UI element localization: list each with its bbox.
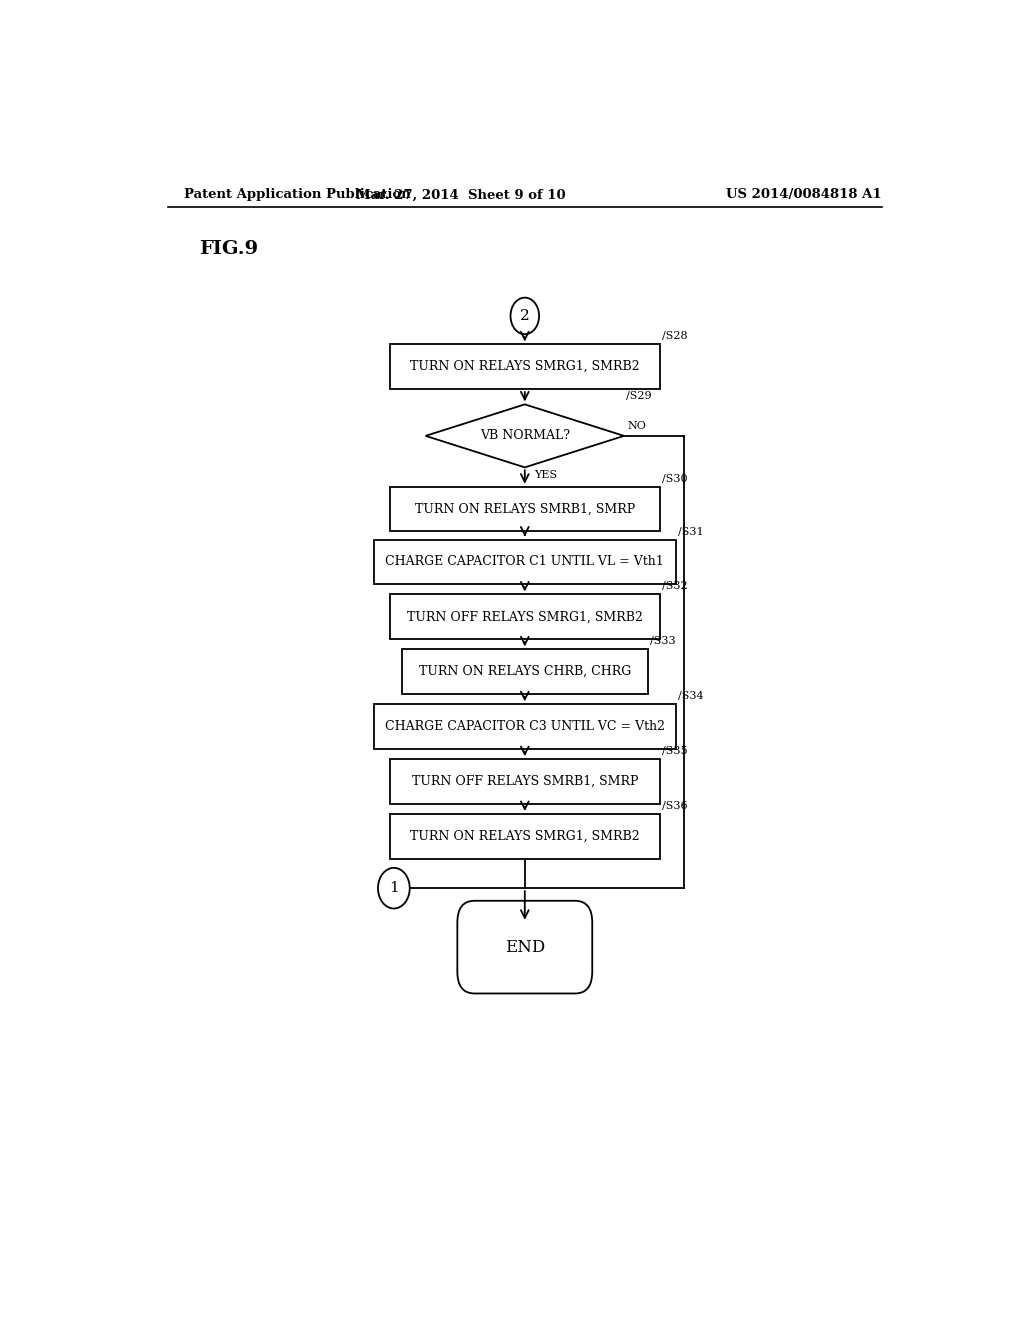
Text: FIG.9: FIG.9	[200, 240, 258, 257]
FancyBboxPatch shape	[390, 759, 659, 804]
Text: 2: 2	[520, 309, 529, 323]
FancyBboxPatch shape	[374, 704, 676, 748]
FancyBboxPatch shape	[374, 540, 676, 585]
FancyBboxPatch shape	[390, 487, 659, 532]
Text: END: END	[505, 939, 545, 956]
Text: ∕S34: ∕S34	[678, 692, 703, 701]
Text: VB NORMAL?: VB NORMAL?	[480, 429, 569, 442]
Text: ∕S36: ∕S36	[663, 801, 688, 810]
Text: ∕S31: ∕S31	[678, 527, 703, 536]
Text: US 2014/0084818 A1: US 2014/0084818 A1	[726, 189, 882, 202]
Text: CHARGE CAPACITOR C1 UNTIL VL = Vth1: CHARGE CAPACITOR C1 UNTIL VL = Vth1	[385, 556, 665, 569]
FancyBboxPatch shape	[401, 649, 648, 694]
Text: NO: NO	[628, 421, 647, 430]
Text: ∕S33: ∕S33	[650, 636, 676, 647]
Text: CHARGE CAPACITOR C3 UNTIL VC = Vth2: CHARGE CAPACITOR C3 UNTIL VC = Vth2	[385, 721, 665, 733]
Text: Patent Application Publication: Patent Application Publication	[183, 189, 411, 202]
Text: TURN ON RELAYS CHRB, CHRG: TURN ON RELAYS CHRB, CHRG	[419, 665, 631, 678]
Polygon shape	[426, 404, 624, 467]
Text: YES: YES	[535, 470, 557, 480]
Text: ∕S32: ∕S32	[663, 581, 688, 591]
Text: TURN ON RELAYS SMRG1, SMRB2: TURN ON RELAYS SMRG1, SMRB2	[410, 360, 640, 374]
Text: TURN OFF RELAYS SMRG1, SMRB2: TURN OFF RELAYS SMRG1, SMRB2	[407, 610, 643, 623]
FancyBboxPatch shape	[458, 900, 592, 994]
Circle shape	[511, 297, 539, 334]
Text: TURN ON RELAYS SMRG1, SMRB2: TURN ON RELAYS SMRG1, SMRB2	[410, 830, 640, 843]
Text: TURN ON RELAYS SMRB1, SMRP: TURN ON RELAYS SMRB1, SMRP	[415, 503, 635, 516]
Text: Mar. 27, 2014  Sheet 9 of 10: Mar. 27, 2014 Sheet 9 of 10	[356, 189, 566, 202]
FancyBboxPatch shape	[390, 345, 659, 389]
Text: ∕S29: ∕S29	[627, 391, 652, 401]
Text: TURN OFF RELAYS SMRB1, SMRP: TURN OFF RELAYS SMRB1, SMRP	[412, 775, 638, 788]
Text: ∕S30: ∕S30	[663, 474, 688, 483]
Circle shape	[378, 867, 410, 908]
FancyBboxPatch shape	[390, 814, 659, 859]
Text: ∕S28: ∕S28	[663, 331, 688, 342]
FancyBboxPatch shape	[390, 594, 659, 639]
Text: 1: 1	[389, 882, 398, 895]
Text: ∕S35: ∕S35	[663, 746, 688, 756]
